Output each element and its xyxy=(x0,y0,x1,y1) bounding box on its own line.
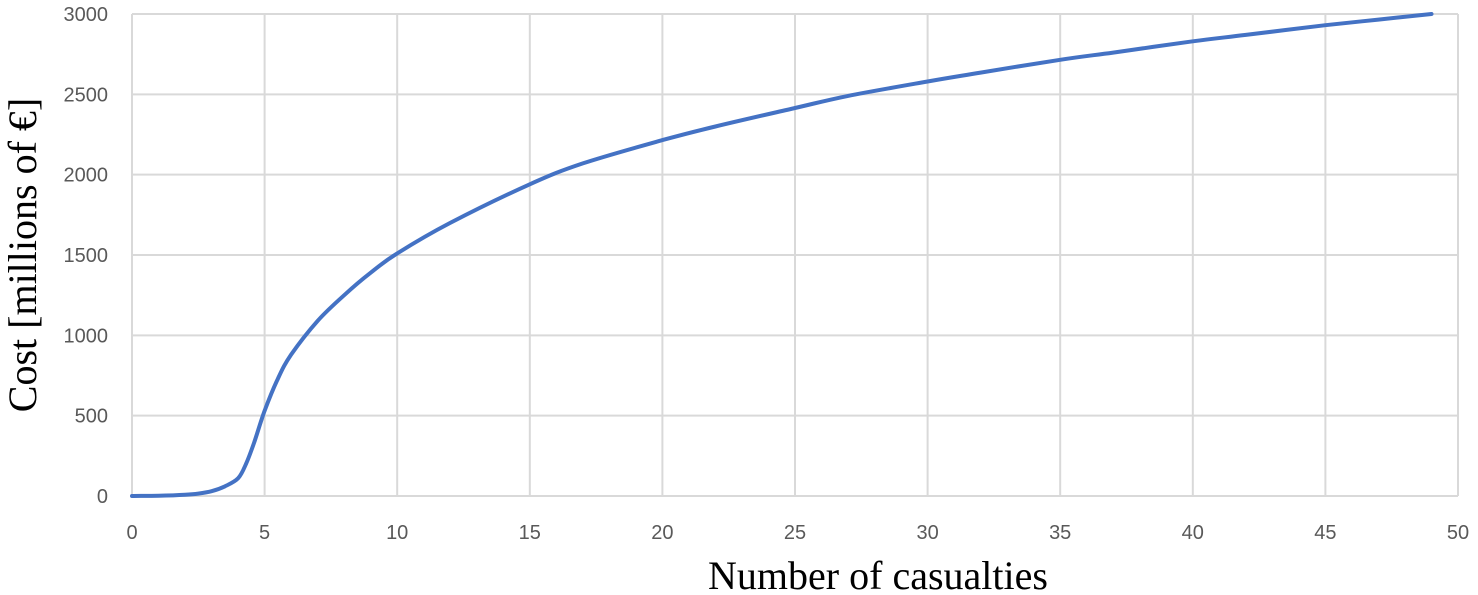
y-tick-label: 1000 xyxy=(64,325,109,347)
x-axis-title: Number of casualties xyxy=(708,553,1048,595)
x-tick-label: 30 xyxy=(916,522,938,544)
x-tick-label: 15 xyxy=(519,522,541,544)
x-tick-label: 45 xyxy=(1314,522,1336,544)
y-tick-label: 500 xyxy=(75,406,108,428)
x-tick-label: 40 xyxy=(1182,522,1204,544)
x-tick-labels: 0 5 10 15 20 25 30 35 40 45 50 xyxy=(126,522,1469,544)
y-tick-label: 2000 xyxy=(64,165,109,187)
x-tick-label: 50 xyxy=(1447,522,1469,544)
y-tick-label: 3000 xyxy=(64,4,109,26)
x-tick-label: 20 xyxy=(651,522,673,544)
y-tick-label: 0 xyxy=(97,486,108,508)
x-tick-label: 25 xyxy=(784,522,806,544)
x-tick-label: 10 xyxy=(386,522,408,544)
y-axis-title: Cost [millions of €] xyxy=(0,98,45,412)
x-tick-label: 35 xyxy=(1049,522,1071,544)
y-tick-label: 1500 xyxy=(64,245,109,267)
y-gridlines xyxy=(132,13,1458,497)
series-layer xyxy=(130,12,1434,498)
y-tick-labels: 0 500 1000 1500 2000 2500 3000 xyxy=(64,4,109,508)
x-tick-label: 0 xyxy=(126,522,137,544)
series-line-0 xyxy=(130,12,1434,498)
y-tick-label: 2500 xyxy=(64,84,109,106)
x-tick-label: 5 xyxy=(259,522,270,544)
